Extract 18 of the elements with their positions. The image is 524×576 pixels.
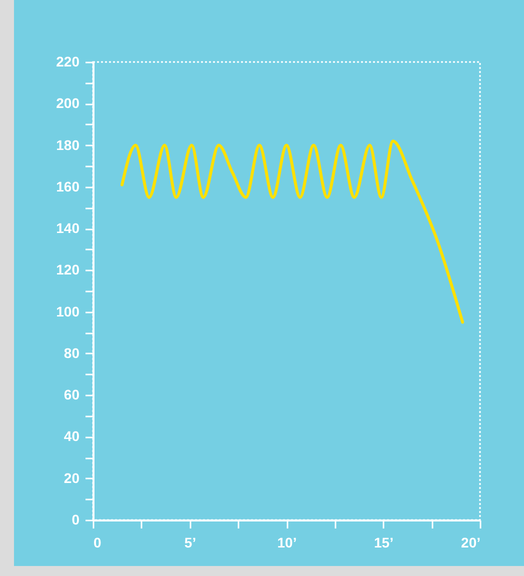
y-tick-label: 60 [64, 386, 80, 403]
y-tick-label: 80 [64, 344, 80, 361]
x-tick-label: 15’ [374, 534, 394, 550]
x-tick-label: 0 [94, 534, 102, 550]
x-tick-label: 20’ [461, 534, 480, 550]
y-tick-label: 140 [56, 220, 80, 236]
y-tick-label: 120 [56, 262, 80, 278]
x-tick-label: 5’ [184, 534, 196, 550]
y-tick-label: 0 [72, 512, 80, 528]
y-tick-label: 220 [56, 54, 80, 70]
x-tick-label: 10’ [277, 534, 297, 550]
y-tick-label: 100 [56, 303, 80, 320]
y-tick-label: 180 [56, 136, 80, 153]
y-tick-label: 200 [56, 95, 80, 112]
y-tick-label: 40 [64, 428, 80, 444]
y-tick-label: 20 [64, 470, 80, 486]
line-series [120, 140, 464, 324]
y-tick-label: 160 [56, 178, 80, 194]
